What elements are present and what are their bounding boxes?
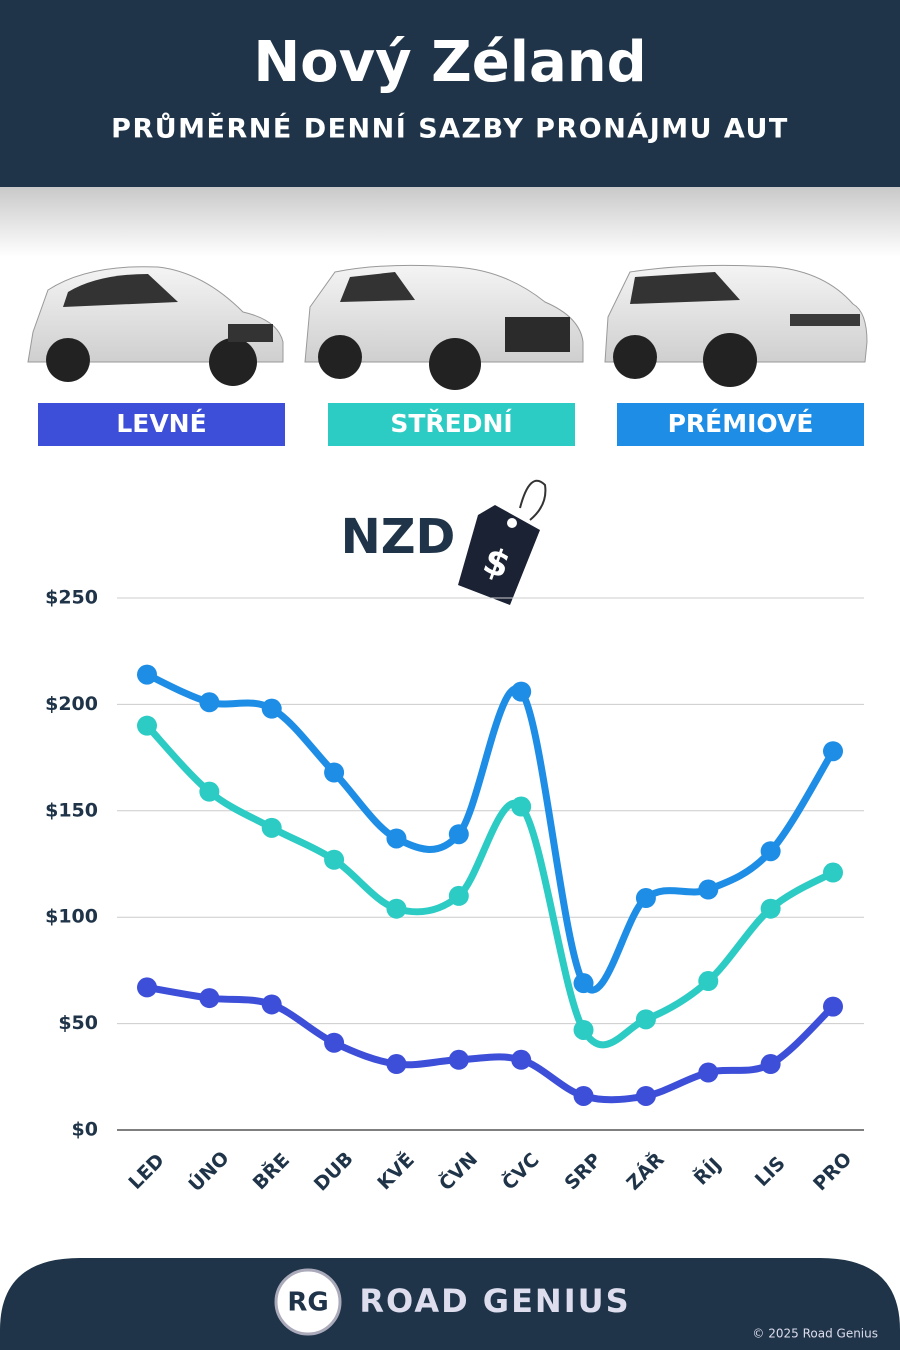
data-point bbox=[698, 1062, 719, 1083]
data-point bbox=[698, 879, 719, 900]
data-point bbox=[261, 698, 282, 719]
data-point bbox=[635, 888, 656, 909]
data-point bbox=[261, 817, 282, 838]
car-hatchback bbox=[27, 266, 284, 386]
data-point bbox=[199, 781, 220, 802]
data-point bbox=[137, 977, 157, 998]
data-point bbox=[635, 1085, 656, 1106]
data-point bbox=[448, 1049, 469, 1070]
data-point bbox=[573, 1019, 594, 1040]
data-point bbox=[573, 1085, 594, 1106]
data-point bbox=[386, 898, 407, 919]
copyright: © 2025 Road Genius bbox=[752, 1327, 878, 1341]
car-images bbox=[27, 264, 868, 390]
legend-label: PRÉMIOVÉ bbox=[668, 409, 814, 438]
data-point bbox=[199, 988, 220, 1009]
data-point bbox=[511, 796, 532, 817]
legend-swatch bbox=[617, 403, 864, 446]
legend-swatch bbox=[38, 403, 285, 446]
data-point bbox=[137, 715, 157, 736]
y-tick-label: $0 bbox=[72, 1119, 98, 1141]
legend-label: STŘEDNÍ bbox=[390, 409, 512, 438]
data-point bbox=[448, 885, 469, 906]
data-point bbox=[199, 692, 220, 713]
data-point bbox=[386, 828, 407, 849]
data-point bbox=[760, 1054, 781, 1075]
data-point bbox=[324, 849, 345, 870]
legend-label: LEVNÉ bbox=[116, 409, 206, 438]
data-point bbox=[760, 898, 781, 919]
data-point bbox=[573, 973, 594, 994]
currency-label: NZD bbox=[341, 509, 456, 565]
data-point bbox=[823, 741, 843, 762]
data-point bbox=[760, 841, 781, 862]
y-tick-label: $100 bbox=[45, 906, 98, 928]
y-tick-label: $250 bbox=[45, 587, 98, 609]
car-premium bbox=[604, 264, 868, 387]
footer-band bbox=[0, 1258, 900, 1350]
data-point bbox=[511, 1049, 532, 1070]
data-point bbox=[324, 1032, 345, 1053]
header-shade bbox=[0, 187, 900, 257]
data-point bbox=[698, 971, 719, 992]
y-tick-label: $150 bbox=[45, 799, 98, 821]
brand: ROAD GENIUS bbox=[359, 1282, 630, 1320]
header-band bbox=[0, 0, 900, 187]
data-point bbox=[386, 1054, 407, 1075]
legend-swatch bbox=[328, 403, 575, 446]
data-point bbox=[324, 762, 345, 783]
y-tick-label: $50 bbox=[58, 1012, 98, 1034]
logo-badge bbox=[274, 1268, 342, 1336]
data-point bbox=[635, 1009, 656, 1030]
car-suv bbox=[304, 264, 584, 390]
title: Nový Zéland bbox=[253, 30, 646, 95]
price-tag-icon: $ bbox=[458, 479, 547, 605]
subtitle: PRŮMĚRNÉ DENNÍ SAZBY PRONÁJMU AUT bbox=[111, 112, 789, 145]
data-point bbox=[511, 681, 532, 702]
data-point bbox=[137, 664, 157, 685]
y-tick-label: $200 bbox=[45, 693, 98, 715]
logo-text: RG bbox=[287, 1288, 328, 1318]
data-point bbox=[448, 824, 469, 845]
data-point bbox=[823, 996, 843, 1017]
data-point bbox=[261, 994, 282, 1015]
data-point bbox=[823, 862, 843, 883]
